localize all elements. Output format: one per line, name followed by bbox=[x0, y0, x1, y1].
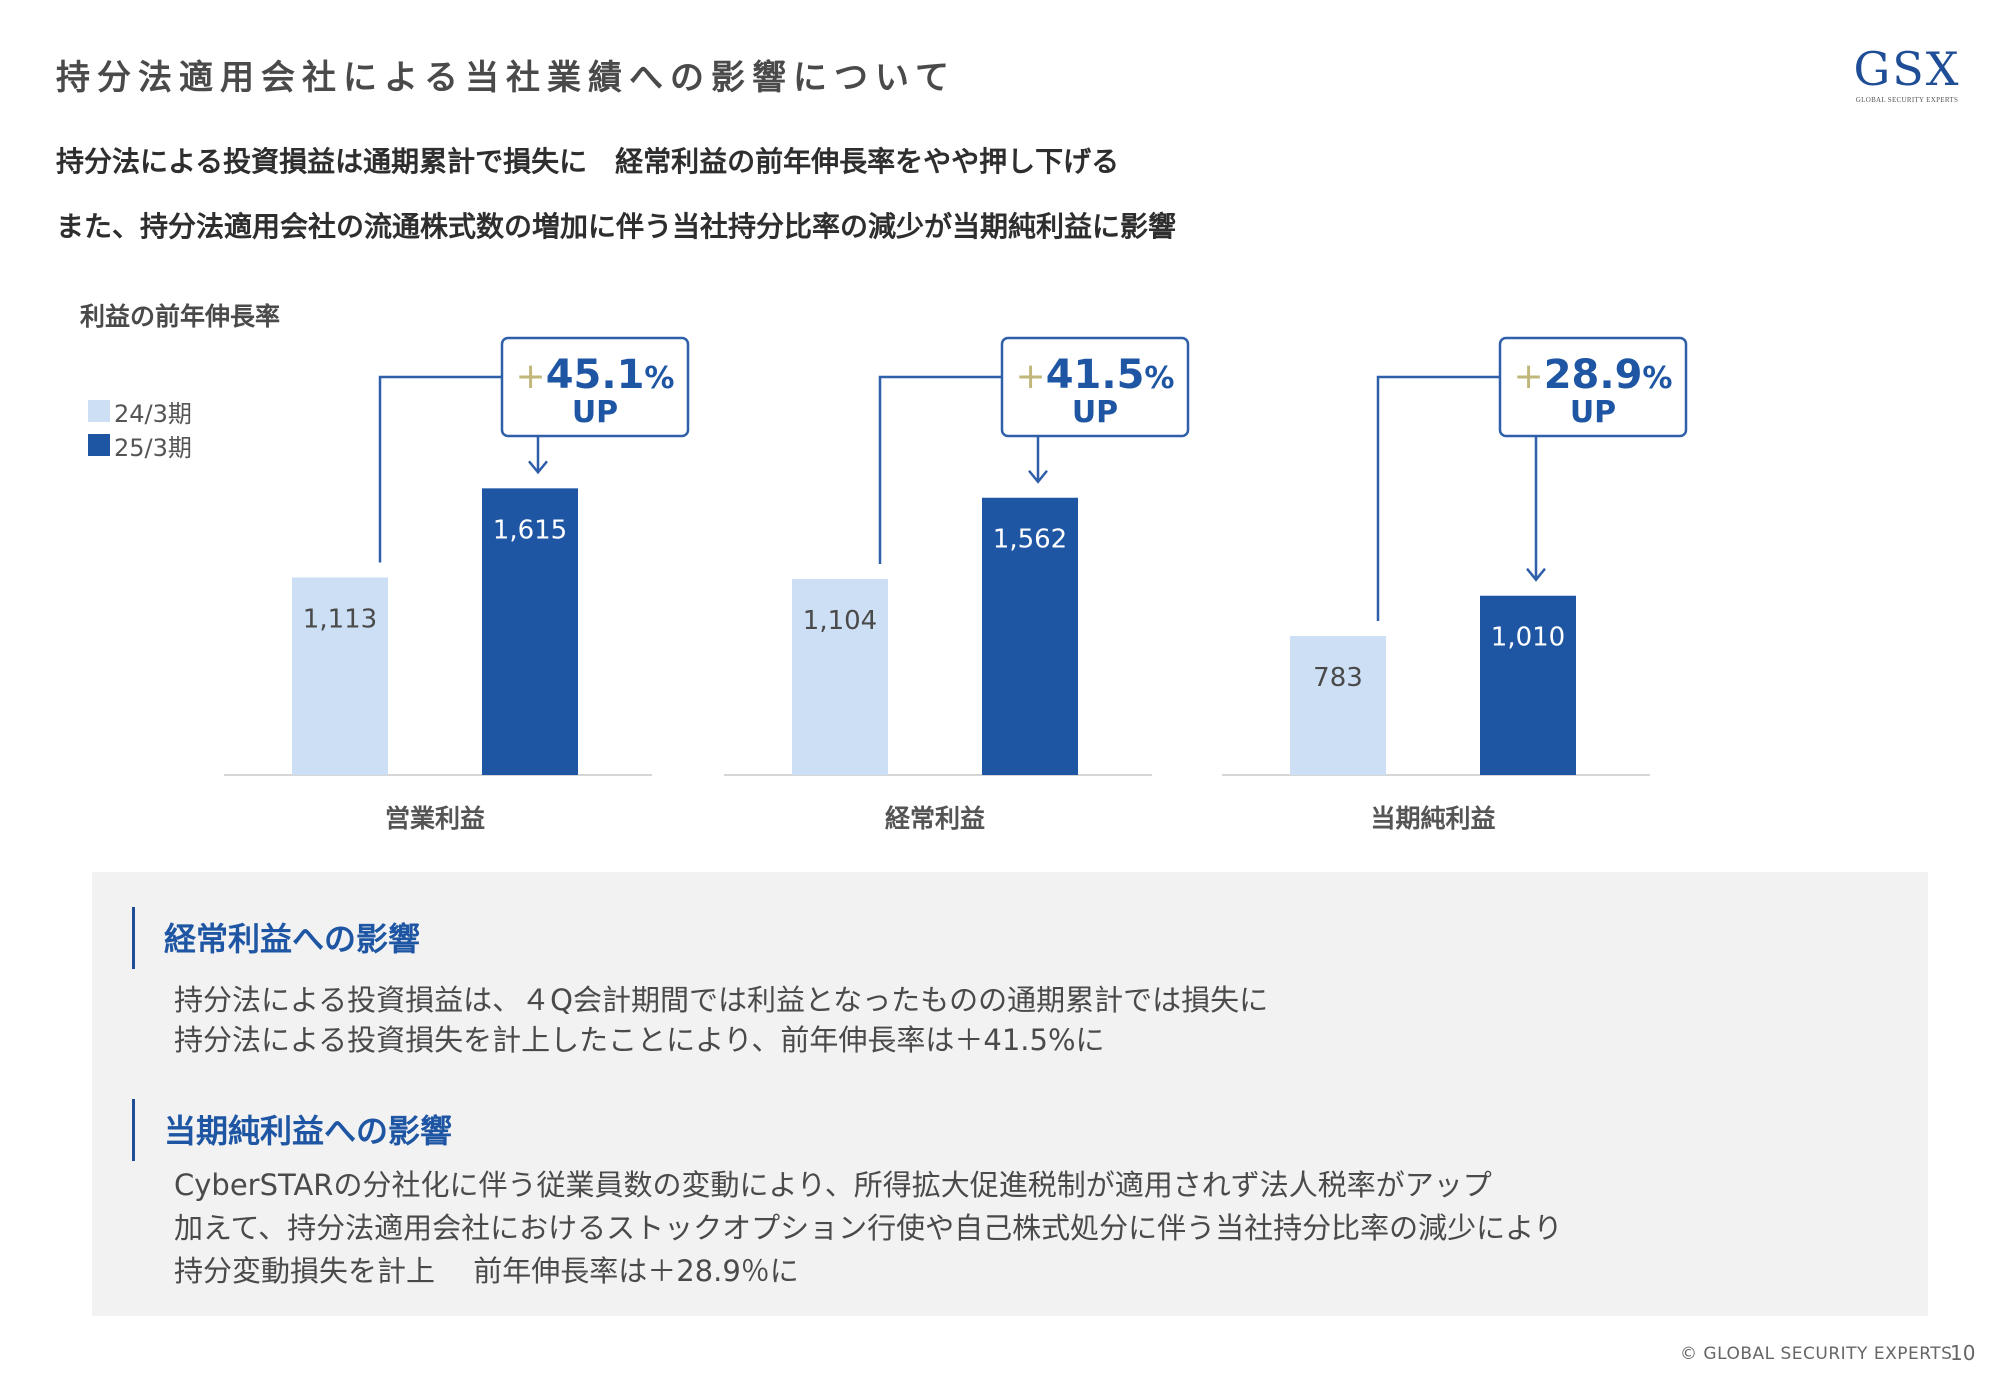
growth-value: 41.5 bbox=[1046, 352, 1145, 398]
bar-value-label: 1,104 bbox=[803, 606, 877, 636]
growth-plus-sign: + bbox=[1016, 356, 1046, 397]
growth-value: 28.9 bbox=[1544, 352, 1643, 398]
growth-plus-sign: + bbox=[516, 356, 546, 397]
section-text-net-1: CyberSTARの分社化に伴う従業員数の変動により、所得拡大促進税制が適用され… bbox=[174, 1168, 1492, 1202]
legend-item-prev: 24/3期 bbox=[88, 394, 192, 428]
logo-subtitle: GLOBAL SECURITY EXPERTS bbox=[1855, 96, 1959, 104]
lead-line-2: また、持分法適用会社の流通株式数の増加に伴う当社持分比率の減少が当期純利益に影響 bbox=[56, 210, 1177, 243]
legend-label-prev: 24/3期 bbox=[114, 399, 192, 428]
bar-value-label: 1,562 bbox=[993, 525, 1067, 555]
section-text-net-3: 持分変動損失を計上 前年伸長率は＋28.9％に bbox=[174, 1254, 799, 1288]
growth-value: 45.1 bbox=[546, 352, 645, 398]
section-title-ordinary: 経常利益への影響 bbox=[164, 920, 421, 958]
legend-swatch-prev bbox=[88, 400, 110, 422]
page-title: 持分法適用会社による当社業績への影響について bbox=[56, 58, 956, 98]
section-title-net: 当期純利益への影響 bbox=[164, 1112, 453, 1150]
growth-connector bbox=[878, 375, 1002, 565]
logo-mark: GSX bbox=[1853, 42, 1961, 96]
growth-rate-label: +45.1% bbox=[516, 352, 675, 398]
profit-growth-chart: 営業利益1,1131,615+45.1%UP経常利益1,1041,562+41.… bbox=[224, 336, 1688, 833]
growth-unit: % bbox=[1642, 361, 1672, 396]
bar bbox=[1480, 595, 1576, 775]
chart-title: 利益の前年伸長率 bbox=[80, 302, 281, 331]
growth-arrowhead bbox=[1028, 469, 1048, 484]
bar bbox=[792, 579, 888, 775]
growth-up-label: UP bbox=[1072, 395, 1118, 430]
growth-callout-box bbox=[1000, 336, 1190, 438]
growth-callout-box bbox=[1498, 336, 1688, 438]
category-label: 経常利益 bbox=[885, 804, 985, 833]
lead-line-1: 持分法による投資損益は通期累計で損失に 経常利益の前年伸長率をやや押し下げる bbox=[56, 145, 1120, 178]
growth-unit: % bbox=[1144, 361, 1174, 396]
copyright: © GLOBAL SECURITY EXPERTS bbox=[1680, 1344, 1953, 1364]
growth-plus-sign: + bbox=[1514, 356, 1544, 397]
growth-connector bbox=[1376, 375, 1500, 622]
company-logo: GSX GLOBAL SECURITY EXPERTS bbox=[1852, 44, 1962, 104]
bar bbox=[292, 577, 388, 775]
section-text-net-2: 加えて、持分法適用会社におけるストックオプション行使や自己株式処分に伴う当社持分… bbox=[174, 1211, 1563, 1245]
bar bbox=[982, 497, 1078, 775]
legend-swatch-current bbox=[88, 434, 110, 456]
chart-legend: 24/3期 25/3期 bbox=[88, 394, 192, 462]
growth-callout-box bbox=[500, 336, 690, 438]
section-marker-net bbox=[132, 1099, 135, 1161]
impact-panel bbox=[92, 872, 1928, 1316]
bar-value-label: 1,010 bbox=[1491, 623, 1565, 653]
category-label: 営業利益 bbox=[385, 804, 485, 833]
section-text-ordinary-1: 持分法による投資損益は、４Q会計期間では利益となったものの通期累計では損失に bbox=[174, 983, 1269, 1017]
legend-item-current: 25/3期 bbox=[88, 428, 192, 462]
category-label: 当期純利益 bbox=[1370, 804, 1495, 833]
page-number: 10 bbox=[1950, 1341, 1976, 1365]
growth-rate-label: +28.9% bbox=[1514, 352, 1673, 398]
growth-arrowhead bbox=[1526, 567, 1546, 582]
growth-unit: % bbox=[644, 361, 674, 396]
growth-up-label: UP bbox=[1570, 395, 1616, 430]
bar-value-label: 1,615 bbox=[493, 515, 567, 545]
bar-value-label: 783 bbox=[1313, 663, 1363, 693]
growth-connector bbox=[378, 375, 502, 563]
bar bbox=[1290, 636, 1386, 775]
growth-arrowhead bbox=[528, 460, 548, 475]
legend-label-current: 25/3期 bbox=[114, 433, 192, 462]
bar bbox=[482, 488, 578, 775]
section-text-ordinary-2: 持分法による投資損失を計上したことにより、前年伸長率は＋41.5%に bbox=[174, 1023, 1105, 1057]
bar-value-label: 1,113 bbox=[303, 604, 377, 634]
section-marker-ordinary bbox=[132, 907, 135, 969]
growth-rate-label: +41.5% bbox=[1016, 352, 1175, 398]
growth-up-label: UP bbox=[572, 395, 618, 430]
